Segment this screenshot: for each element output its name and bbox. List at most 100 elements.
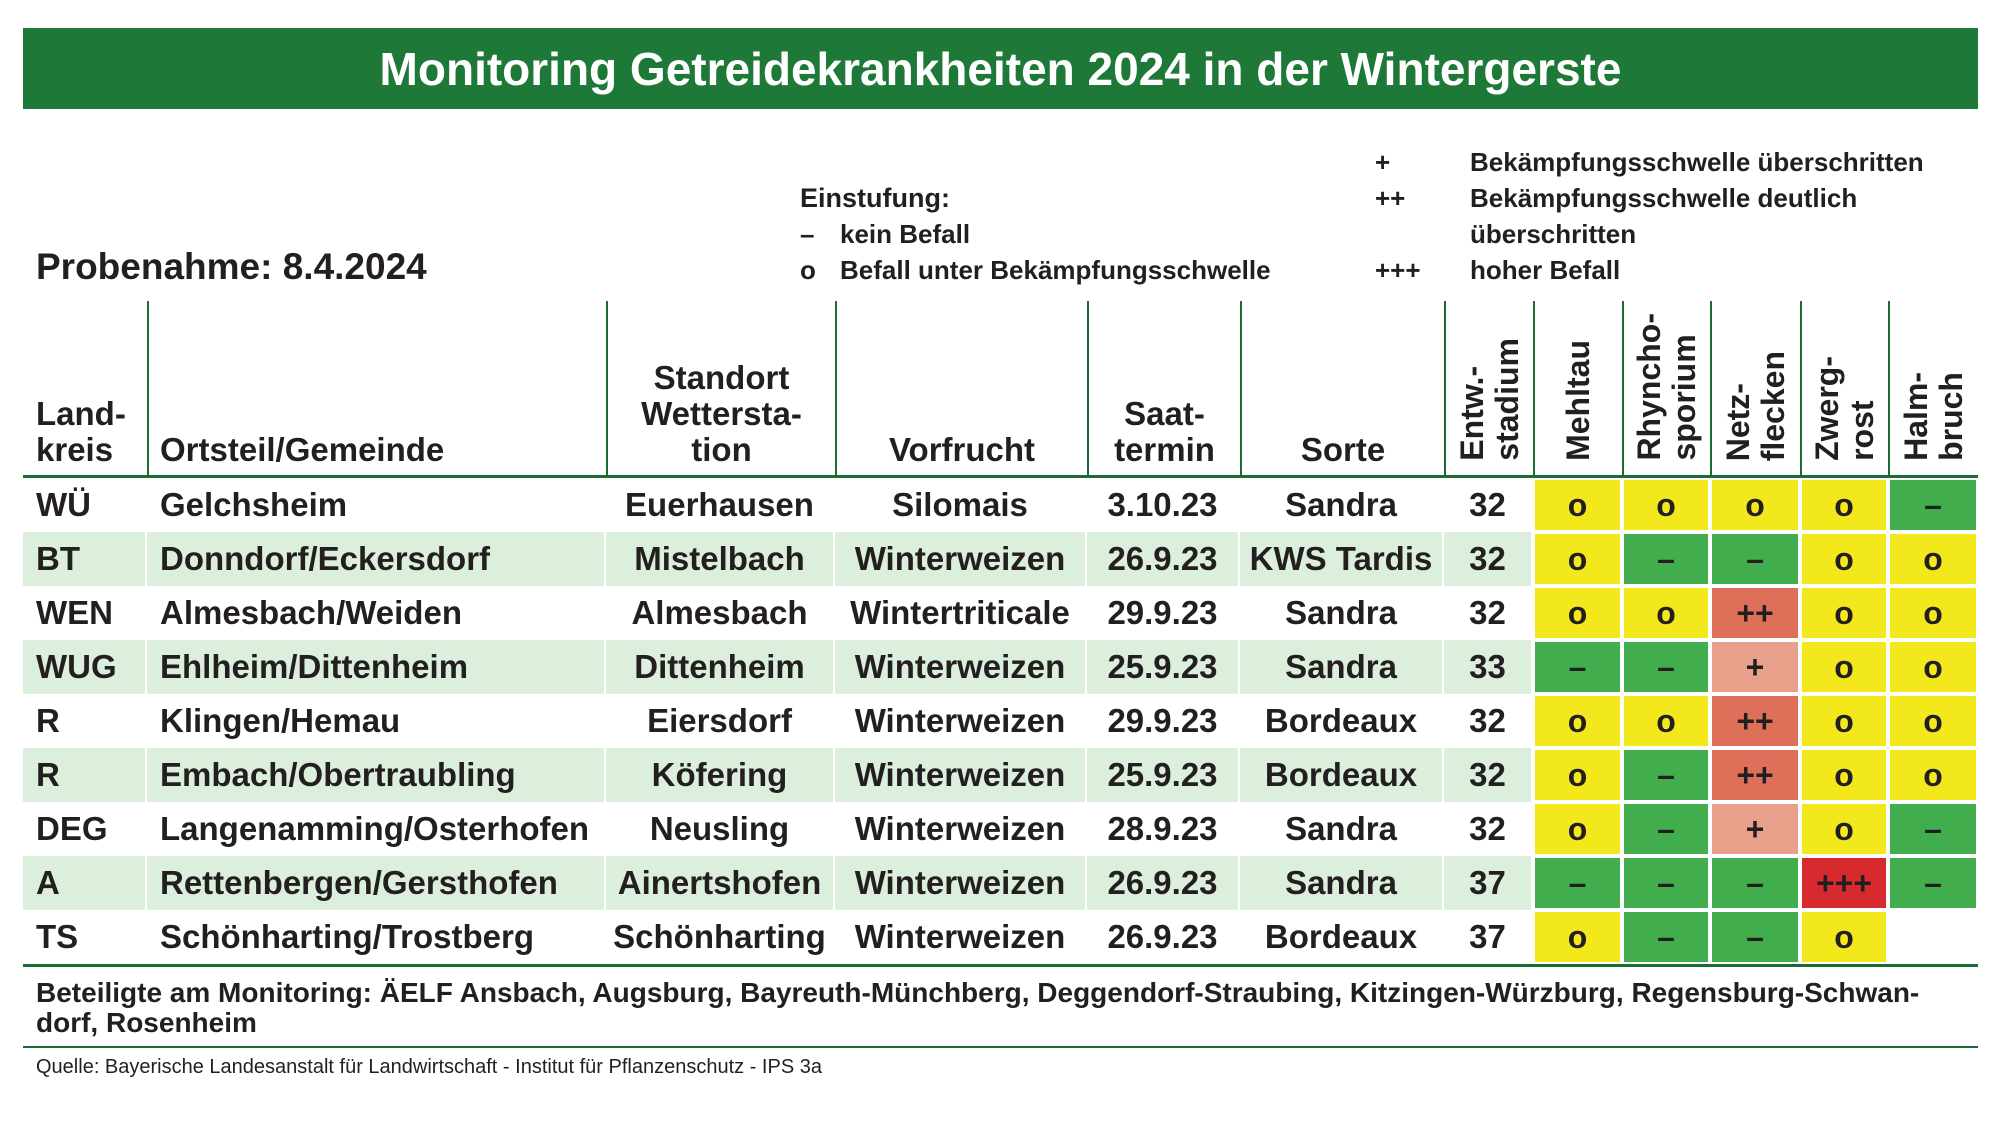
legend-heading: Einstufung: xyxy=(800,183,950,213)
participants-line: dorf, Rosenheim xyxy=(36,1007,257,1038)
title-bar: Monitoring Getreidekrankheiten 2024 in d… xyxy=(23,28,1978,109)
col-header-sorte: Sorte xyxy=(1240,301,1444,475)
legend-symbol: o xyxy=(800,255,816,285)
cell-entwicklungsstadium: 32 xyxy=(1444,802,1533,856)
cell-sorte: Sandra xyxy=(1240,640,1444,694)
col-header-line: rost xyxy=(1844,400,1880,461)
rating-value: + xyxy=(1712,642,1798,692)
participants-note: Beteiligte am Monitoring: ÄELF Ansbach, … xyxy=(36,978,1919,1038)
cell-ortsteil-gemeinde: Klingen/Hemau xyxy=(147,694,606,748)
cell-vorfrucht: Winterweizen xyxy=(835,748,1087,802)
cell-sorte: Bordeaux xyxy=(1240,694,1444,748)
cell-saattermin: 25.9.23 xyxy=(1087,748,1240,802)
rating-value: – xyxy=(1712,534,1798,584)
cell-landkreis: BT xyxy=(23,532,147,586)
rating-value: o xyxy=(1802,534,1886,584)
col-header-saattermin: Saat- termin xyxy=(1087,301,1240,475)
legend-rating-scale: Einstufung: – kein Befall o Befall unter… xyxy=(800,180,1271,288)
legend-item-below-threshold: o Befall unter Bekämpfungsschwelle xyxy=(800,252,1271,288)
cell-rhynchosporium: – xyxy=(1622,856,1710,910)
table-row: TS Schönharting/Trostberg Schönharting Wint… xyxy=(23,910,1978,964)
cell-landkreis: R xyxy=(23,694,147,748)
cell-mehltau: o xyxy=(1533,586,1622,640)
cell-ortsteil-gemeinde: Embach/Obertraubling xyxy=(147,748,606,802)
cell-halmbruch xyxy=(1888,910,1978,964)
cell-entwicklungsstadium: 32 xyxy=(1444,748,1533,802)
cell-landkreis: TS xyxy=(23,910,147,964)
col-header-line: tion xyxy=(691,431,752,468)
rating-value: – xyxy=(1624,858,1708,908)
cell-rhynchosporium: o xyxy=(1622,478,1710,532)
rating-value: o xyxy=(1802,912,1886,962)
legend-symbol: + xyxy=(1375,147,1391,177)
rating-value: – xyxy=(1535,858,1620,908)
cell-rhynchosporium: – xyxy=(1622,910,1710,964)
cell-halmbruch: o xyxy=(1888,748,1978,802)
legend-symbol: +++ xyxy=(1375,255,1421,285)
cell-mehltau: – xyxy=(1533,640,1622,694)
cell-standort: Euerhausen xyxy=(606,478,835,532)
cell-netzflecken: ++ xyxy=(1710,748,1800,802)
rating-value: ++ xyxy=(1712,588,1798,638)
cell-vorfrucht: Wintertriticale xyxy=(835,586,1087,640)
cell-sorte: Sandra xyxy=(1240,802,1444,856)
cell-entwicklungsstadium: 37 xyxy=(1444,910,1533,964)
cell-vorfrucht: Winterweizen xyxy=(835,532,1087,586)
cell-rhynchosporium: – xyxy=(1622,802,1710,856)
col-header-line: Entw.- xyxy=(1453,366,1490,461)
cell-halmbruch: o xyxy=(1888,694,1978,748)
table-row: BT Donndorf/Eckersdorf Mistelbach Winterwei… xyxy=(23,532,1978,586)
rating-value: o xyxy=(1624,588,1708,638)
col-header-rhynchosporium: Rhyncho- sporium xyxy=(1622,301,1710,475)
rating-value: o xyxy=(1890,534,1976,584)
rating-value: o xyxy=(1890,642,1976,692)
legend-label: Bekämpfungsschwelle deutlich xyxy=(1470,183,1858,213)
rating-value: o xyxy=(1535,480,1620,530)
cell-zwergrost: o xyxy=(1800,748,1888,802)
col-header-vorfrucht: Vorfrucht xyxy=(835,301,1087,475)
legend-symbol: ++ xyxy=(1375,183,1406,213)
rating-value: o xyxy=(1535,588,1620,638)
cell-mehltau: o xyxy=(1533,748,1622,802)
rating-value: – xyxy=(1624,912,1708,962)
rating-value xyxy=(1890,912,1976,962)
cell-netzflecken: – xyxy=(1710,856,1800,910)
rating-value: +++ xyxy=(1802,858,1886,908)
cell-zwergrost: o xyxy=(1800,694,1888,748)
cell-entwicklungsstadium: 32 xyxy=(1444,478,1533,532)
cell-entwicklungsstadium: 33 xyxy=(1444,640,1533,694)
rating-value: – xyxy=(1890,804,1976,854)
col-header-line: Rhyncho- xyxy=(1631,313,1667,461)
cell-saattermin: 26.9.23 xyxy=(1087,856,1240,910)
cell-ortsteil-gemeinde: Langenamming/Osterhofen xyxy=(147,802,606,856)
col-header-line: Ortsteil/Gemeinde xyxy=(160,431,445,468)
table-row: R Embach/Obertraubling Köfering Winterweize… xyxy=(23,748,1978,802)
rating-value: o xyxy=(1712,480,1798,530)
col-header-line: termin xyxy=(1114,431,1215,468)
table-row: WÜ Gelchsheim Euerhausen Silomais 3.10.23 San… xyxy=(23,478,1978,532)
cell-saattermin: 29.9.23 xyxy=(1087,586,1240,640)
col-header-line: Netz- xyxy=(1720,382,1756,461)
cell-zwergrost: o xyxy=(1800,640,1888,694)
cell-vorfrucht: Silomais xyxy=(835,478,1087,532)
cell-netzflecken: – xyxy=(1710,910,1800,964)
rating-value: – xyxy=(1624,642,1708,692)
col-header-halmbruch: Halm- bruch xyxy=(1888,301,1978,475)
rating-value: o xyxy=(1802,588,1886,638)
col-header-line: Sorte xyxy=(1300,431,1386,468)
legend-label: hoher Befall xyxy=(1470,255,1621,285)
cell-standort: Almesbach xyxy=(606,586,835,640)
col-header-line: kreis xyxy=(36,431,114,468)
source-note: Quelle: Bayerische Landesanstalt für Lan… xyxy=(36,1056,822,1078)
col-header-line: flecken xyxy=(1755,350,1791,461)
cell-halmbruch: o xyxy=(1888,586,1978,640)
cell-ortsteil-gemeinde: Schönharting/Trostberg xyxy=(147,910,606,964)
cell-ortsteil-gemeinde: Donndorf/Eckersdorf xyxy=(147,532,606,586)
cell-saattermin: 25.9.23 xyxy=(1087,640,1240,694)
rating-value: + xyxy=(1712,804,1798,854)
rating-value: o xyxy=(1890,750,1976,800)
cell-netzflecken: o xyxy=(1710,478,1800,532)
cell-rhynchosporium: – xyxy=(1622,640,1710,694)
table-row: DEG Langenamming/Osterhofen Neusling Winter… xyxy=(23,802,1978,856)
rating-value: – xyxy=(1890,858,1976,908)
